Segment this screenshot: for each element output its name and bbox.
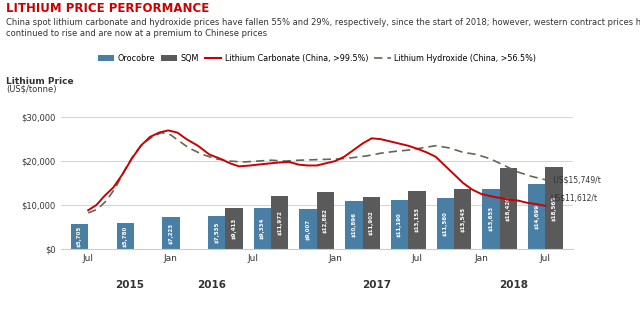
Bar [545, 167, 563, 249]
Text: $13,545: $13,545 [460, 206, 465, 232]
Text: LITHIUM PRICE PERFORMANCE: LITHIUM PRICE PERFORMANCE [6, 2, 210, 15]
Text: Lithium Price: Lithium Price [6, 77, 74, 85]
Text: $5,780: $5,780 [123, 226, 128, 247]
Text: $9,413: $9,413 [232, 218, 237, 239]
Bar [208, 216, 225, 249]
Bar [253, 208, 271, 249]
Text: $7,535: $7,535 [214, 222, 219, 243]
Bar [408, 191, 426, 249]
Bar [528, 184, 545, 249]
Text: 2018: 2018 [499, 280, 528, 290]
Bar [454, 189, 471, 249]
Text: US$11,612/t: US$11,612/t [551, 193, 598, 202]
Bar [483, 189, 500, 249]
Text: continued to rise and are now at a premium to Chinese prices: continued to rise and are now at a premi… [6, 29, 268, 38]
Bar [317, 192, 334, 249]
Text: $14,699: $14,699 [534, 204, 539, 229]
Text: $11,560: $11,560 [443, 211, 448, 236]
Text: China spot lithium carbonate and hydroxide prices have fallen 55% and 29%, respe: China spot lithium carbonate and hydroxi… [6, 18, 640, 26]
Bar [271, 196, 289, 249]
Bar [300, 209, 317, 249]
Text: $11,972: $11,972 [277, 210, 282, 235]
Text: 2017: 2017 [362, 280, 391, 290]
Text: $18,420: $18,420 [506, 196, 511, 221]
Bar [116, 224, 134, 249]
Text: $18,568: $18,568 [552, 196, 557, 221]
Bar [225, 208, 243, 249]
Text: $12,882: $12,882 [323, 208, 328, 233]
Text: $7,223: $7,223 [168, 222, 173, 243]
Text: 2016: 2016 [197, 280, 226, 290]
Text: $11,902: $11,902 [369, 210, 374, 235]
Text: $13,653: $13,653 [488, 206, 493, 232]
Text: $9,334: $9,334 [260, 218, 265, 239]
Text: $11,190: $11,190 [397, 212, 402, 237]
Legend: Orocobre, SQM, Lithium Carbonate (China, >99.5%), Lithium Hydroxide (China, >56.: Orocobre, SQM, Lithium Carbonate (China,… [98, 54, 536, 63]
Bar [391, 200, 408, 249]
Bar [436, 198, 454, 249]
Bar [345, 201, 362, 249]
Bar [500, 168, 517, 249]
Text: (US$/tonne): (US$/tonne) [6, 85, 57, 93]
Bar [362, 197, 380, 249]
Text: ·US$15,749/t: ·US$15,749/t [551, 175, 601, 184]
Text: $13,153: $13,153 [415, 207, 419, 233]
Bar [163, 217, 180, 249]
Text: $9,007: $9,007 [306, 219, 310, 240]
Text: 2015: 2015 [115, 280, 144, 290]
Text: $10,896: $10,896 [351, 212, 356, 237]
Bar [71, 224, 88, 249]
Text: $5,705: $5,705 [77, 226, 82, 247]
